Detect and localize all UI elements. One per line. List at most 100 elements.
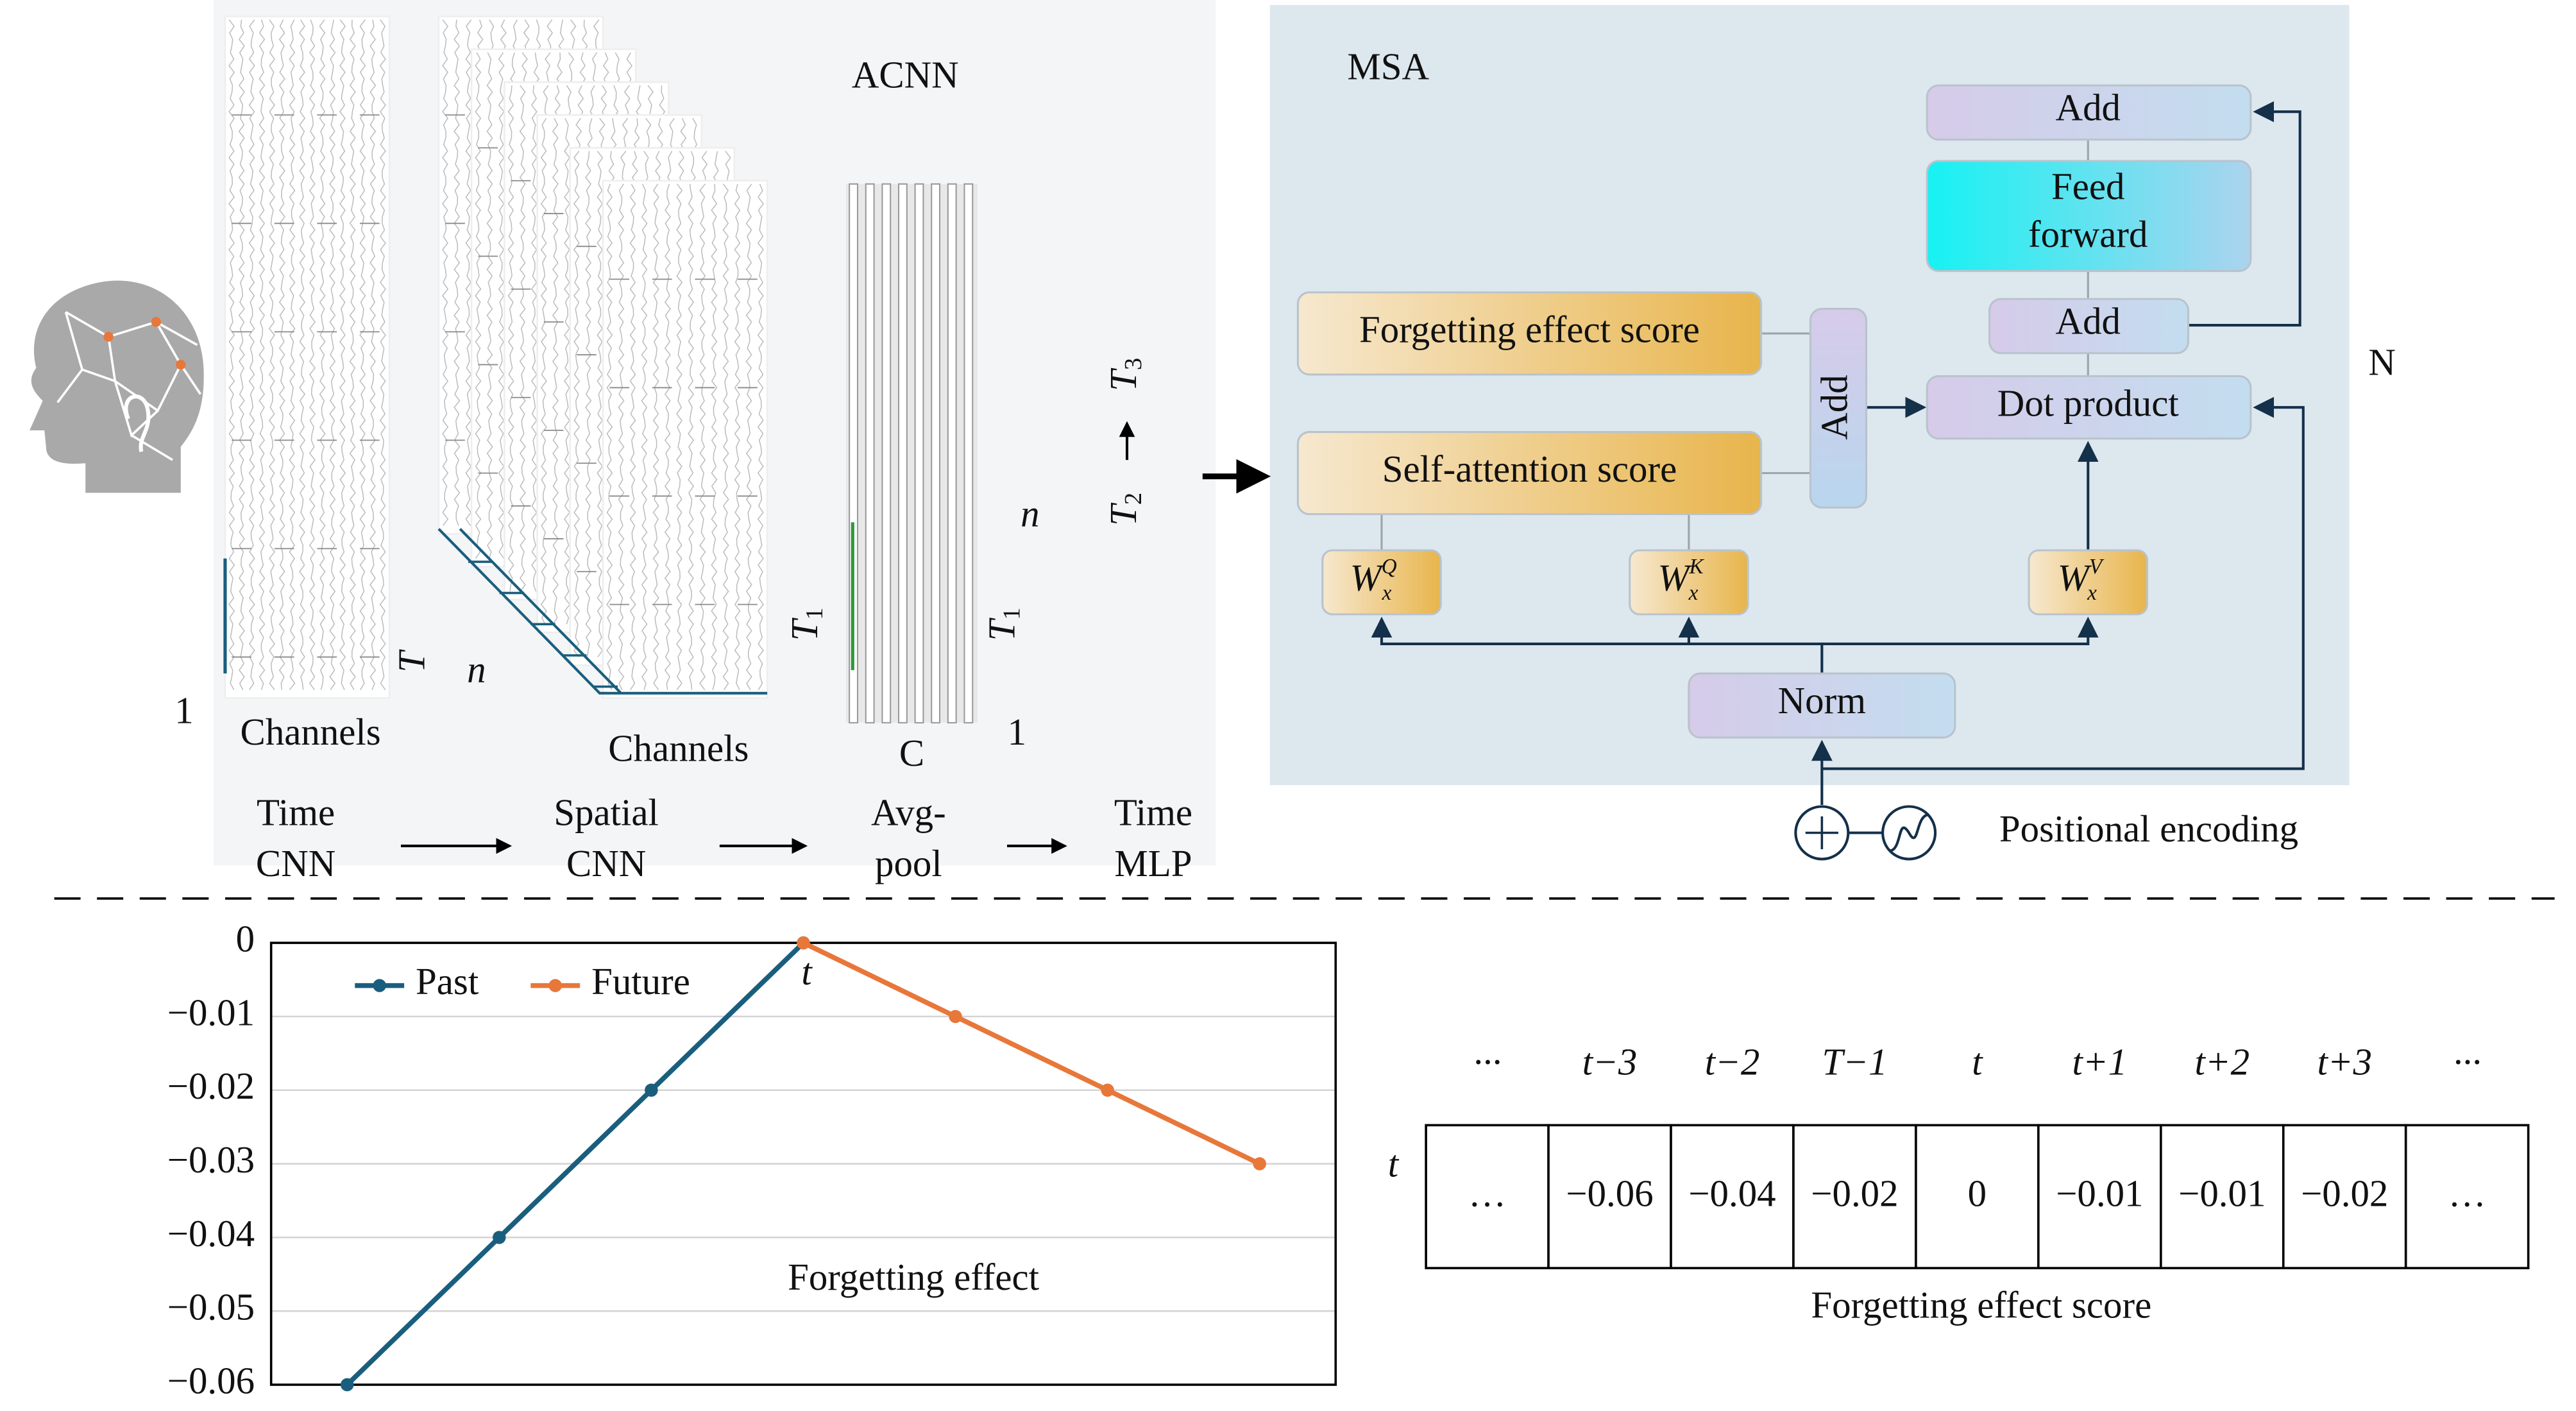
wave	[597, 151, 604, 657]
box-label: WQ x	[1350, 555, 1397, 605]
y-tick-label: −0.03	[167, 1139, 255, 1181]
wave	[258, 19, 266, 690]
repeat-label: N	[2368, 342, 2396, 384]
legend-marker	[548, 979, 562, 992]
column-header: t+3	[2317, 1042, 2372, 1083]
wave	[248, 19, 255, 691]
wave	[734, 183, 741, 690]
wave	[289, 19, 296, 691]
connectors	[1371, 101, 2305, 805]
column-header: t−2	[1705, 1042, 1760, 1083]
stage-label: pool	[875, 843, 942, 884]
dim-label: T1	[784, 607, 828, 641]
sheet	[602, 180, 768, 699]
stage-label: CNN	[566, 843, 646, 884]
sub: 1	[801, 607, 828, 620]
dim-label: T1	[981, 607, 1025, 641]
dim-label: Channels	[608, 728, 749, 770]
add-box	[1988, 298, 2190, 355]
sup: K	[1689, 555, 1705, 579]
y-tick-label: −0.02	[167, 1065, 255, 1107]
wave	[540, 117, 547, 625]
stage-label: Spatial	[554, 791, 659, 833]
cell-text: …	[1468, 1173, 1506, 1215]
column-header: t	[1972, 1042, 1983, 1083]
point	[1253, 1157, 1266, 1170]
stage-label: Avg-	[871, 791, 946, 833]
series-line	[802, 940, 1261, 1167]
wave	[618, 183, 625, 690]
series-line	[345, 941, 806, 1387]
base: W	[1350, 557, 1385, 598]
wave	[475, 52, 482, 559]
legend-marker	[373, 979, 386, 992]
dim-label: 1	[174, 690, 193, 732]
wave	[268, 19, 276, 691]
wave	[530, 85, 538, 592]
column-header: t+1	[2072, 1042, 2128, 1083]
cell-text: −0.01	[2056, 1173, 2143, 1215]
wave	[573, 151, 580, 657]
wave	[641, 183, 648, 690]
pool-bar	[963, 183, 974, 723]
y-tick-label: −0.04	[167, 1213, 255, 1255]
cell	[2404, 1124, 2530, 1269]
cell-text: −0.02	[2301, 1173, 2388, 1215]
wave	[453, 19, 461, 526]
point	[340, 1378, 354, 1392]
wave	[498, 52, 505, 559]
cell-text: −0.02	[1811, 1173, 1898, 1215]
wave	[329, 19, 336, 691]
wave	[722, 183, 729, 691]
wave	[359, 19, 366, 691]
dim-label: n	[1021, 493, 1039, 534]
base: T	[1103, 368, 1144, 391]
wave	[711, 183, 718, 690]
dim-label: C	[899, 732, 924, 774]
wave	[606, 183, 613, 691]
score-table: ··· t−3 t−2 T−1 t t+1 t+2 t+3 ··· t … −0.06 −0.04 −0.…	[1388, 1042, 2530, 1326]
row-label: t	[1388, 1143, 1400, 1185]
sub: 3	[1120, 358, 1147, 370]
base: W	[1657, 557, 1692, 598]
pool-bar	[881, 183, 892, 723]
annotation: t	[801, 951, 813, 993]
wave	[652, 183, 659, 691]
sub: x	[1688, 581, 1699, 605]
wave	[238, 19, 245, 690]
y-tick-label: −0.06	[167, 1360, 255, 1402]
point	[493, 1231, 506, 1244]
cell-text: −0.06	[1566, 1173, 1653, 1215]
chart-label: Forgetting effect	[788, 1256, 1040, 1298]
wave	[629, 183, 636, 691]
forgetting-box	[1296, 291, 1763, 376]
stage-label: MLP	[1114, 843, 1192, 884]
positional-label: Positional encoding	[1999, 808, 2298, 850]
point	[949, 1010, 962, 1024]
pool-bar	[897, 183, 908, 723]
wave	[339, 19, 346, 690]
column-header: T−1	[1822, 1042, 1887, 1083]
dim-label: Channels	[241, 711, 381, 753]
cell	[1425, 1124, 1550, 1269]
wave	[699, 183, 706, 691]
box-label: Forgetting effect score	[1359, 308, 1700, 350]
wave	[519, 85, 526, 592]
wave	[664, 183, 671, 690]
cell	[2282, 1124, 2407, 1269]
box-label: Add	[1813, 375, 1855, 439]
pool-bar	[931, 183, 941, 723]
cell-text: 0	[1968, 1173, 1987, 1215]
msa-title: MSA	[1347, 46, 1429, 88]
box-label: WK x	[1657, 555, 1704, 605]
wave	[278, 19, 285, 690]
dim-label: T3	[1103, 358, 1147, 391]
stage-labels: Time CNN Spatial CNN Avg-pool Time MLP	[256, 791, 1192, 884]
column-header: ···	[2453, 1042, 2481, 1083]
sub: 1	[998, 607, 1025, 620]
box-label: forward	[2028, 214, 2148, 255]
wave	[687, 183, 695, 690]
cell-text: …	[2448, 1173, 2486, 1215]
wave	[552, 118, 559, 625]
sub: x	[2087, 581, 2097, 605]
